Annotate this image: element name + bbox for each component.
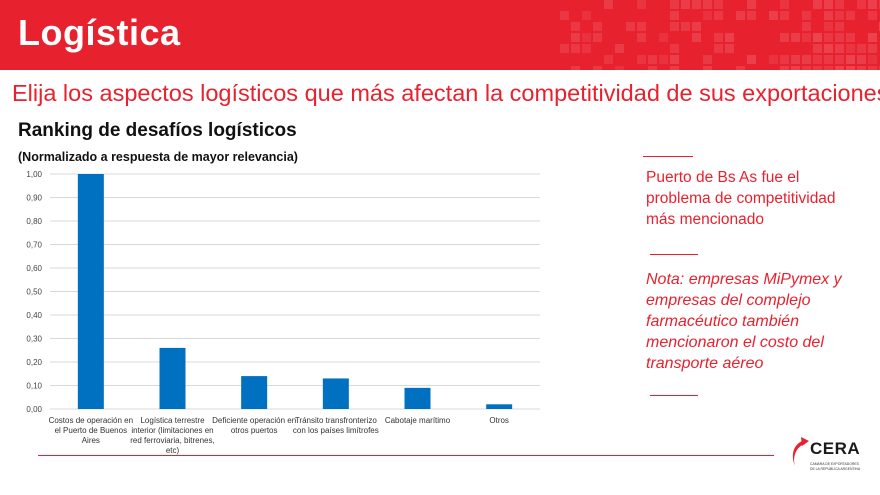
y-tick-label: 0,20 bbox=[26, 358, 42, 367]
chart-title: Ranking de desafíos logísticos bbox=[18, 120, 297, 141]
header-banner: Logística bbox=[0, 0, 880, 70]
y-tick-label: 0,60 bbox=[26, 264, 42, 273]
x-tick-label: Cabotaje marítimo bbox=[385, 416, 451, 425]
bar bbox=[159, 347, 186, 409]
note-divider-middle bbox=[650, 254, 698, 255]
y-tick-label: 0,40 bbox=[26, 311, 42, 320]
bars bbox=[77, 174, 513, 409]
y-tick-label: 0,10 bbox=[26, 382, 42, 391]
bar-chart: 0,00 0,10 0,20 0,30 0,40 0,50 0,60 0,70 0,80 0,90… bbox=[26, 170, 540, 455]
note-divider-bottom bbox=[650, 395, 698, 396]
y-axis: 0,00 0,10 0,20 0,30 0,40 0,50 0,60 0,70 0,80 0,90… bbox=[26, 170, 42, 414]
slide-subtitle: Elija los aspectos logísticos que más af… bbox=[12, 80, 880, 106]
note-italic: Nota: empresas MiPymex y empresas del co… bbox=[646, 271, 842, 372]
x-tick-label: Deficiente operación en otros puertos bbox=[212, 416, 296, 435]
x-tick-label: Tránsito transfronterizo con los países l… bbox=[293, 416, 379, 435]
y-tick-label: 0,80 bbox=[26, 217, 42, 226]
y-tick-label: 0,00 bbox=[26, 405, 42, 414]
bar bbox=[322, 378, 349, 409]
y-tick-label: 0,90 bbox=[26, 194, 42, 203]
bar bbox=[77, 174, 104, 409]
footer-rule bbox=[38, 455, 774, 456]
logo-arrow-icon bbox=[792, 437, 809, 466]
y-tick-label: 1,00 bbox=[26, 170, 42, 179]
logo-subtext-2: DE LA REPUBLICA ARGENTINA bbox=[810, 467, 861, 471]
logo-subtext-1: CAMARA DE EXPORTADORES bbox=[810, 462, 859, 466]
banner-pattern bbox=[560, 0, 880, 70]
x-axis: Costos de operación en el Puerto de Bueno… bbox=[49, 416, 509, 455]
page-title: Logística bbox=[18, 12, 181, 53]
logo-text: CERA bbox=[810, 439, 861, 458]
y-tick-label: 0,30 bbox=[26, 335, 42, 344]
y-tick-label: 0,50 bbox=[26, 288, 42, 297]
note-main: Puerto de Bs As fue el problema de compe… bbox=[646, 169, 836, 228]
bar bbox=[404, 387, 431, 409]
x-tick-label: Otros bbox=[489, 416, 509, 425]
bar bbox=[486, 404, 513, 409]
gridlines bbox=[50, 173, 540, 410]
bar bbox=[241, 376, 268, 409]
x-tick-label: Logística terrestre interior (limitacione… bbox=[130, 416, 214, 455]
x-tick-label: Costos de operación en el Puerto de Bueno… bbox=[49, 416, 134, 445]
cera-logo: CERA CAMARA DE EXPORTADORES DE LA REPUBL… bbox=[788, 434, 868, 480]
y-tick-label: 0,70 bbox=[26, 241, 42, 250]
chart-subtitle: (Normalizado a respuesta de mayor releva… bbox=[18, 150, 298, 164]
note-divider-top bbox=[643, 156, 693, 157]
